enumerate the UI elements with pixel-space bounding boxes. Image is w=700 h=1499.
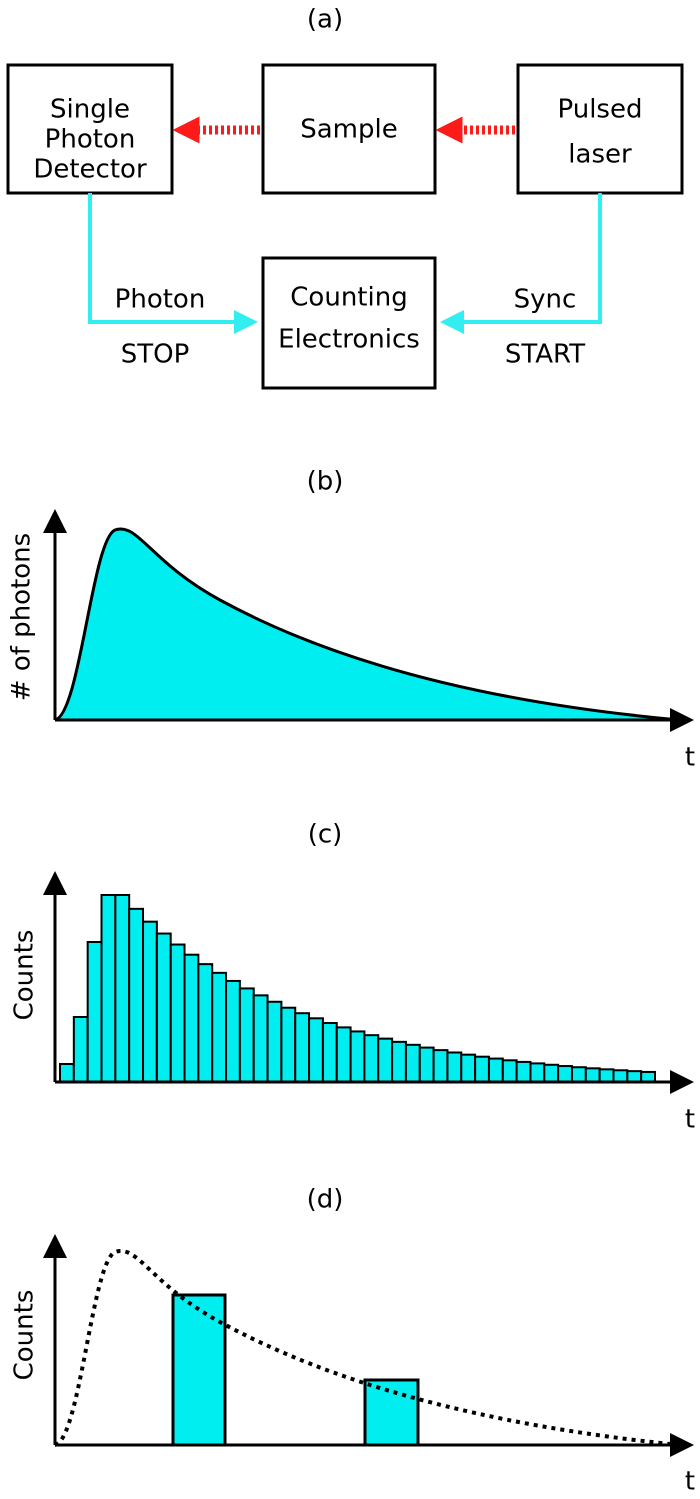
bin (391, 1040, 407, 1083)
bin (377, 1037, 394, 1083)
bin (183, 953, 200, 1084)
panel-label: (a) (307, 5, 343, 35)
edge-label: STOP (121, 340, 190, 370)
arrow (88, 193, 258, 334)
bin (211, 971, 228, 1083)
bin (86, 941, 103, 1083)
bin (626, 1070, 643, 1084)
edge-label: Photon (115, 285, 206, 315)
bin (155, 932, 172, 1083)
node-text: laser (568, 140, 632, 170)
axis-label: t (685, 1105, 695, 1135)
bin (171, 1293, 227, 1447)
bin (363, 1034, 380, 1083)
bin (487, 1057, 504, 1083)
node-text: Photon (45, 125, 136, 155)
bin (321, 1022, 338, 1084)
bin (335, 1026, 352, 1083)
bin (418, 1046, 435, 1083)
node-box (261, 256, 437, 390)
node-text: Single (50, 95, 130, 125)
axis-label: Counts (10, 930, 40, 1021)
axis-label: Counts (10, 1290, 40, 1381)
bin (280, 1006, 297, 1083)
decay-curve (54, 527, 681, 722)
node-text: Pulsed (558, 95, 643, 125)
node-text: Detector (33, 155, 147, 185)
axis-label: t (685, 1467, 695, 1497)
panel-label: (c) (308, 820, 343, 850)
axis-label: # of photons (7, 533, 37, 701)
bin (570, 1066, 587, 1083)
bin (460, 1053, 477, 1083)
histogram (59, 894, 656, 1084)
node-text: Counting (290, 283, 407, 313)
bin (349, 1030, 366, 1084)
bin (238, 987, 255, 1083)
bin (474, 1055, 490, 1083)
bin (515, 1060, 532, 1083)
axis-label: t (685, 743, 695, 773)
bin (114, 894, 131, 1083)
bin (266, 1000, 283, 1083)
bin (225, 979, 241, 1083)
edge-label: Sync (514, 285, 577, 315)
decay-curve (53, 1248, 681, 1447)
bin (640, 1070, 656, 1084)
bin (128, 907, 145, 1083)
bin (142, 920, 158, 1083)
panel-label: (d) (307, 1185, 344, 1215)
bin (363, 1378, 420, 1447)
bin (557, 1065, 573, 1083)
bin (598, 1068, 615, 1084)
node-box (261, 63, 437, 195)
bin (169, 943, 186, 1084)
bin (59, 1063, 75, 1083)
edge-label: START (505, 340, 585, 370)
bin (432, 1049, 449, 1083)
bin (543, 1063, 560, 1083)
bin (501, 1059, 518, 1083)
bin (308, 1017, 324, 1083)
bin (529, 1062, 546, 1084)
bin (446, 1051, 463, 1084)
bin (584, 1067, 601, 1083)
panel-label: (b) (307, 467, 344, 497)
bin (612, 1069, 629, 1084)
bin (404, 1043, 421, 1084)
bin (252, 994, 269, 1083)
arrow (440, 193, 602, 334)
node-text: Sample (300, 115, 398, 145)
bin (294, 1012, 311, 1083)
node-box (6, 63, 174, 195)
bin (100, 894, 117, 1083)
bin (197, 963, 214, 1083)
node-box (516, 63, 684, 195)
bin (72, 1016, 89, 1083)
node-text: Electronics (278, 325, 420, 355)
